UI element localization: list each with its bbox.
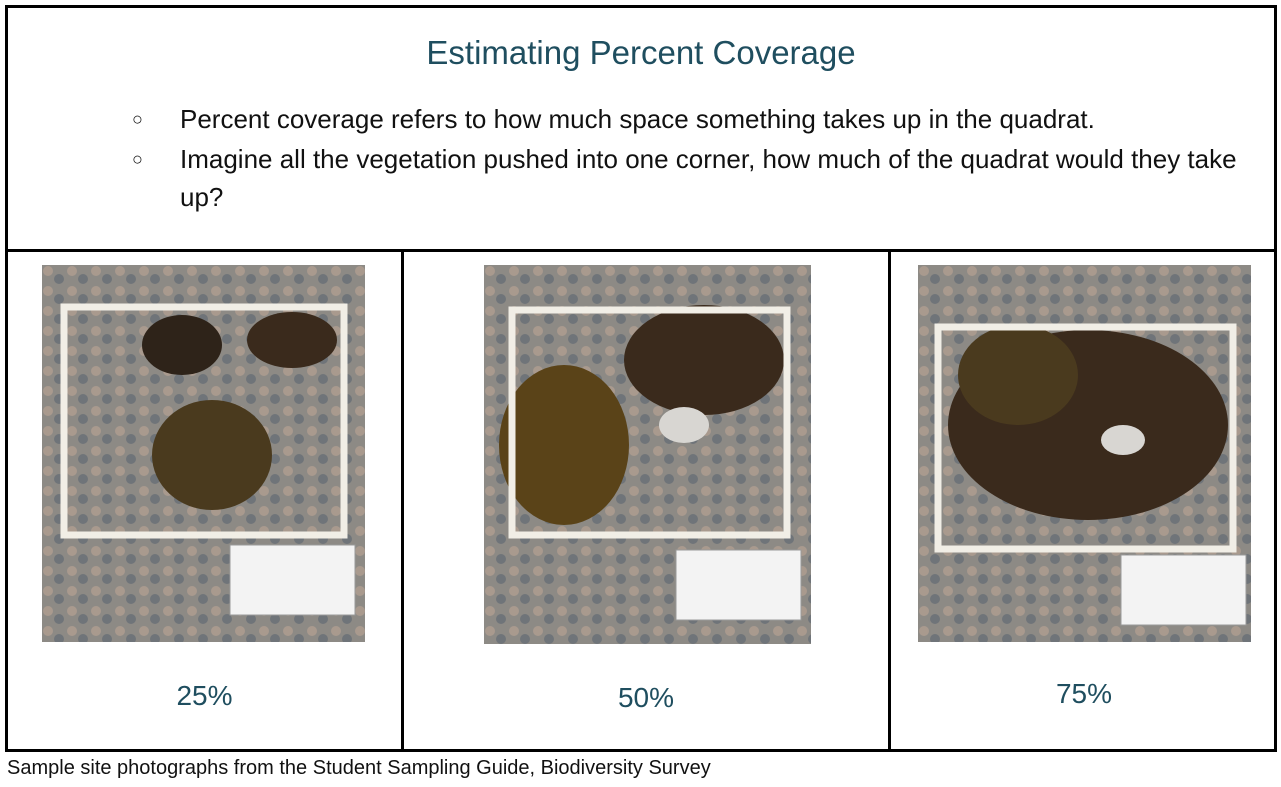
quadrat-photo	[42, 265, 365, 642]
coverage-label: 50%	[617, 682, 675, 713]
panel: 25%	[8, 252, 401, 749]
title: Estimating Percent Coverage	[426, 34, 856, 71]
quadrat-photo	[484, 265, 811, 644]
table: Estimating Percent Coverage Percent cove…	[5, 5, 1277, 752]
coverage-label: 25%	[176, 680, 233, 711]
bullet: Imagine all the vegetation pushed into o…	[132, 140, 1250, 216]
caption: Sample site photographs from the Student…	[7, 757, 711, 779]
coverage-label: 75%	[1055, 678, 1113, 709]
panel: 75%	[888, 252, 1277, 749]
header: Estimating Percent Coverage Percent cove…	[8, 8, 1274, 252]
bullet: Percent coverage refers to how much spac…	[132, 100, 1250, 138]
quadrat-photo	[918, 265, 1251, 642]
bullet-list: Percent coverage refers to how much spac…	[132, 100, 1250, 218]
panel: 50%	[401, 252, 888, 749]
